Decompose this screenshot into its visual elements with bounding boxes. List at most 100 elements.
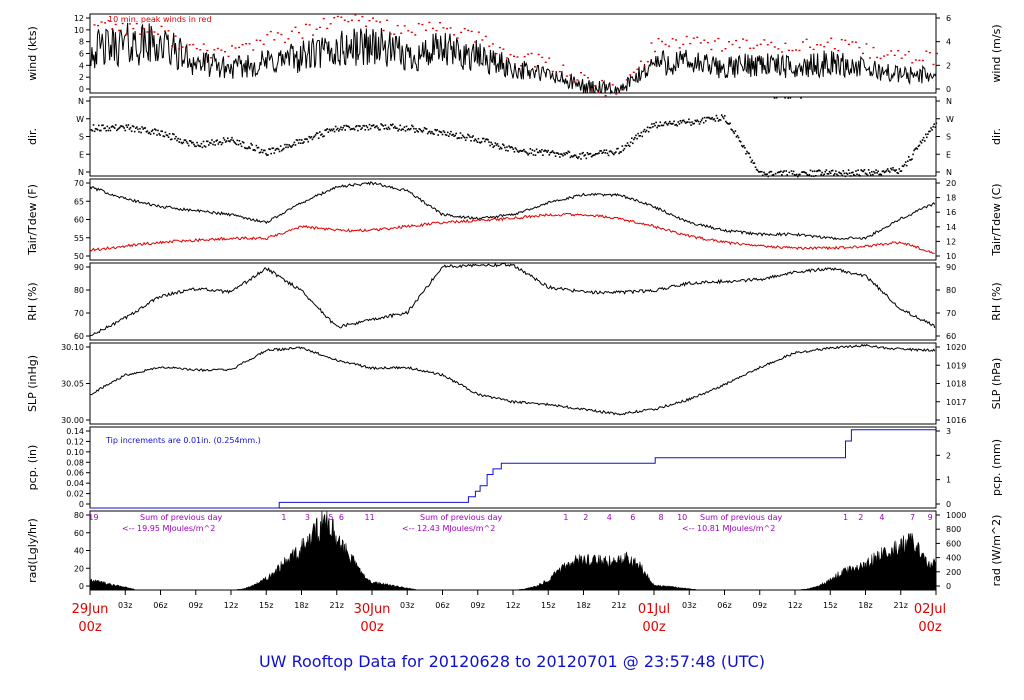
peak-wind-mark: [467, 29, 470, 32]
direction-point: [352, 127, 355, 130]
direction-point: [145, 131, 148, 133]
x-tick-label: 12z: [788, 601, 802, 610]
direction-point: [641, 135, 644, 138]
direction-point: [448, 135, 450, 137]
direction-point: [802, 171, 804, 173]
direction-point: [846, 173, 849, 175]
direction-point: [106, 125, 109, 128]
direction-point: [563, 152, 565, 155]
x-tick-label: 21z: [894, 601, 908, 610]
y-tick-label-left: 40: [74, 547, 84, 556]
peak-wind-mark: [555, 72, 558, 75]
y-tick-label-left: W: [76, 115, 84, 124]
direction-point: [178, 141, 180, 143]
direction-point: [799, 173, 801, 176]
hour-mark: 2: [858, 513, 863, 522]
direction-point: [252, 149, 254, 151]
direction-point: [521, 150, 523, 152]
direction-point: [473, 139, 475, 142]
direction-point: [191, 142, 193, 144]
direction-point: [829, 172, 832, 174]
date-time-label: 00z: [78, 620, 102, 635]
direction-point: [462, 135, 465, 138]
y-tick-label-right: 80: [946, 286, 956, 295]
direction-point: [692, 123, 694, 125]
direction-point: [636, 137, 638, 140]
direction-point: [426, 132, 429, 135]
peak-wind-mark: [439, 22, 441, 24]
peak-wind-mark: [414, 34, 417, 36]
direction-point: [861, 170, 864, 172]
direction-point: [547, 149, 549, 152]
direction-point: [205, 140, 208, 143]
hour-mark: 10: [677, 513, 687, 522]
direction-point: [840, 172, 842, 175]
hour-mark: 3: [305, 513, 310, 522]
y-tick-label-right: 400: [946, 554, 961, 563]
direction-point: [149, 133, 152, 135]
panel-relative-humidity: RH (%) RH (%) 60 70 80 90 60 70 80 90: [26, 262, 1003, 341]
direction-point: [770, 170, 773, 173]
peak-wind-mark: [520, 65, 523, 67]
direction-point: [631, 137, 633, 139]
direction-point: [617, 147, 619, 150]
direction-point: [418, 128, 420, 130]
direction-point: [626, 142, 629, 144]
peak-wind-mark: [146, 31, 149, 33]
direction-point: [747, 152, 749, 154]
y-tick-label-left: 30.05: [61, 380, 84, 389]
direction-point: [215, 140, 217, 142]
y-tick-label-left: 70: [74, 179, 84, 188]
y-tick-label-right: 90: [946, 263, 956, 272]
direction-point: [308, 135, 310, 138]
direction-point: [806, 174, 809, 176]
y-tick-label-left: 0.14: [66, 427, 84, 436]
peak-wind-mark: [816, 44, 819, 46]
direction-point: [828, 170, 831, 173]
direction-point: [823, 173, 825, 176]
direction-point: [523, 148, 525, 151]
direction-point: [539, 150, 541, 152]
direction-point: [469, 136, 471, 138]
direction-point: [589, 152, 592, 155]
peak-wind-mark: [541, 56, 544, 59]
direction-point: [820, 173, 822, 176]
direction-point: [249, 147, 251, 150]
peak-wind-mark: [474, 41, 477, 43]
precip-annotation: Tip increments are 0.01in. (0.254mm.): [105, 436, 261, 445]
direction-point: [681, 119, 684, 122]
direction-point: [241, 141, 244, 143]
direction-point: [800, 97, 802, 99]
direction-point: [687, 121, 689, 123]
peak-wind-mark: [639, 60, 642, 62]
peak-wind-mark: [495, 53, 498, 55]
direction-point: [821, 171, 823, 174]
peak-wind-mark: [502, 48, 505, 50]
direction-point: [316, 132, 319, 135]
peak-wind-mark: [710, 48, 713, 51]
direction-point: [568, 151, 571, 153]
direction-point: [856, 173, 858, 176]
direction-point: [656, 126, 658, 129]
direction-point: [196, 141, 198, 144]
direction-point: [108, 127, 111, 129]
direction-point: [192, 141, 194, 144]
peak-wind-mark: [932, 63, 935, 66]
x-tick-label: 12z: [224, 601, 238, 610]
direction-point: [758, 171, 761, 173]
direction-point: [210, 142, 212, 144]
direction-point: [157, 129, 159, 132]
peak-wind-mark: [862, 52, 864, 55]
direction-point: [508, 145, 510, 147]
daily-sum-label: <-- 10.81 MJoules/m^2: [682, 524, 775, 533]
y-tick-label-left: 2: [79, 73, 84, 82]
direction-point: [454, 134, 456, 137]
direction-point: [377, 127, 379, 129]
direction-point: [401, 128, 404, 130]
direction-point: [625, 145, 628, 147]
date-label: 29Jun: [72, 602, 109, 617]
direction-point: [434, 128, 436, 131]
direction-point: [746, 150, 748, 153]
direction-point: [422, 129, 425, 132]
